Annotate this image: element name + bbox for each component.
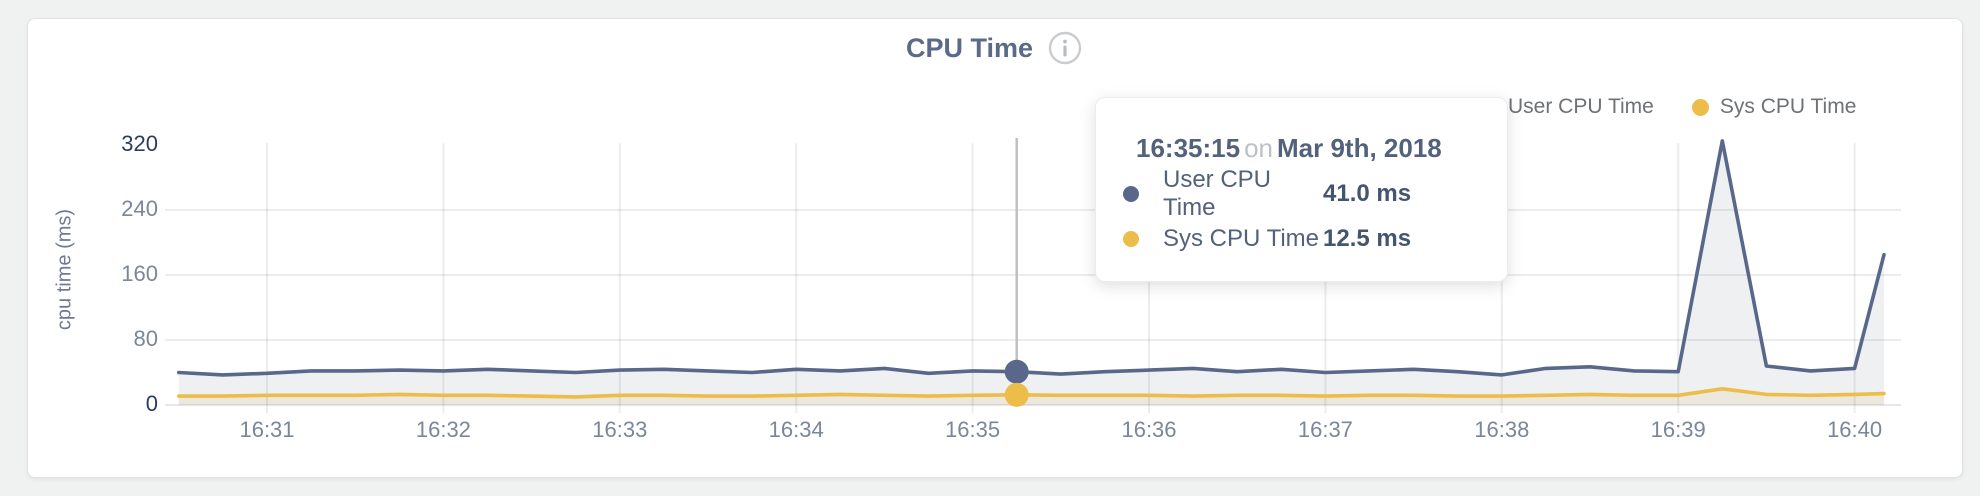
x-axis-tick: 16:36: [1121, 417, 1177, 442]
tooltip-date: Mar 9th, 2018: [1277, 133, 1442, 163]
user-cpu-series-dot-icon: [1123, 186, 1139, 202]
tooltip-series-value: 12.5 ms: [1323, 225, 1412, 252]
tooltip-header: 16:35:15 on Mar 9th, 2018: [1123, 132, 1507, 164]
tooltip-series-value: 41.0 ms: [1323, 180, 1412, 207]
y-axis-title: cpu time (ms): [53, 208, 76, 331]
chart-legend: User CPU Time Sys CPU Time: [1480, 95, 1857, 118]
tooltip-time: 16:35:15: [1136, 133, 1241, 163]
legend-item-sys-cpu-time[interactable]: Sys CPU Time: [1691, 95, 1857, 118]
x-axis-tick: 16:37: [1297, 417, 1353, 442]
y-axis-tick: 240: [121, 196, 158, 221]
legend-label: User CPU Time: [1508, 95, 1654, 118]
y-axis-tick: 160: [121, 261, 158, 286]
sys-cpu-series-dot-icon: [1691, 98, 1709, 116]
y-axis-tick: 0: [145, 391, 158, 416]
tooltip-connector: on: [1244, 133, 1273, 163]
tooltip-series-label: Sys CPU Time: [1163, 225, 1320, 252]
x-axis-tick: 16:33: [592, 417, 648, 442]
chart-title: CPU Time: [905, 32, 1034, 63]
tooltip-row-sys: Sys CPU Time 12.5 ms: [1123, 224, 1507, 254]
x-axis-tick: 16:39: [1650, 417, 1706, 442]
x-axis-tick: 16:40: [1827, 417, 1883, 442]
x-axis-tick: 16:38: [1474, 417, 1530, 442]
y-axis-tick: 80: [133, 326, 158, 351]
chart-header: CPU Time: [27, 30, 1961, 66]
x-axis-tick: 16:35: [945, 417, 1001, 442]
x-axis-tick: 16:34: [768, 417, 824, 442]
tooltip-row-user: User CPU Time 41.0 ms: [1123, 166, 1507, 221]
y-axis-tick: 320: [121, 131, 158, 156]
sys-cpu-series-dot-icon: [1123, 231, 1139, 247]
legend-label: Sys CPU Time: [1719, 95, 1857, 118]
hover-tooltip: 16:35:15 on Mar 9th, 2018 User CPU Time 41…: [1095, 97, 1508, 282]
tooltip-series-label: User CPU Time: [1163, 166, 1272, 221]
x-axis-tick: 16:31: [239, 417, 295, 442]
info-circle-icon[interactable]: [1048, 31, 1082, 65]
x-axis-tick: 16:32: [415, 417, 471, 442]
